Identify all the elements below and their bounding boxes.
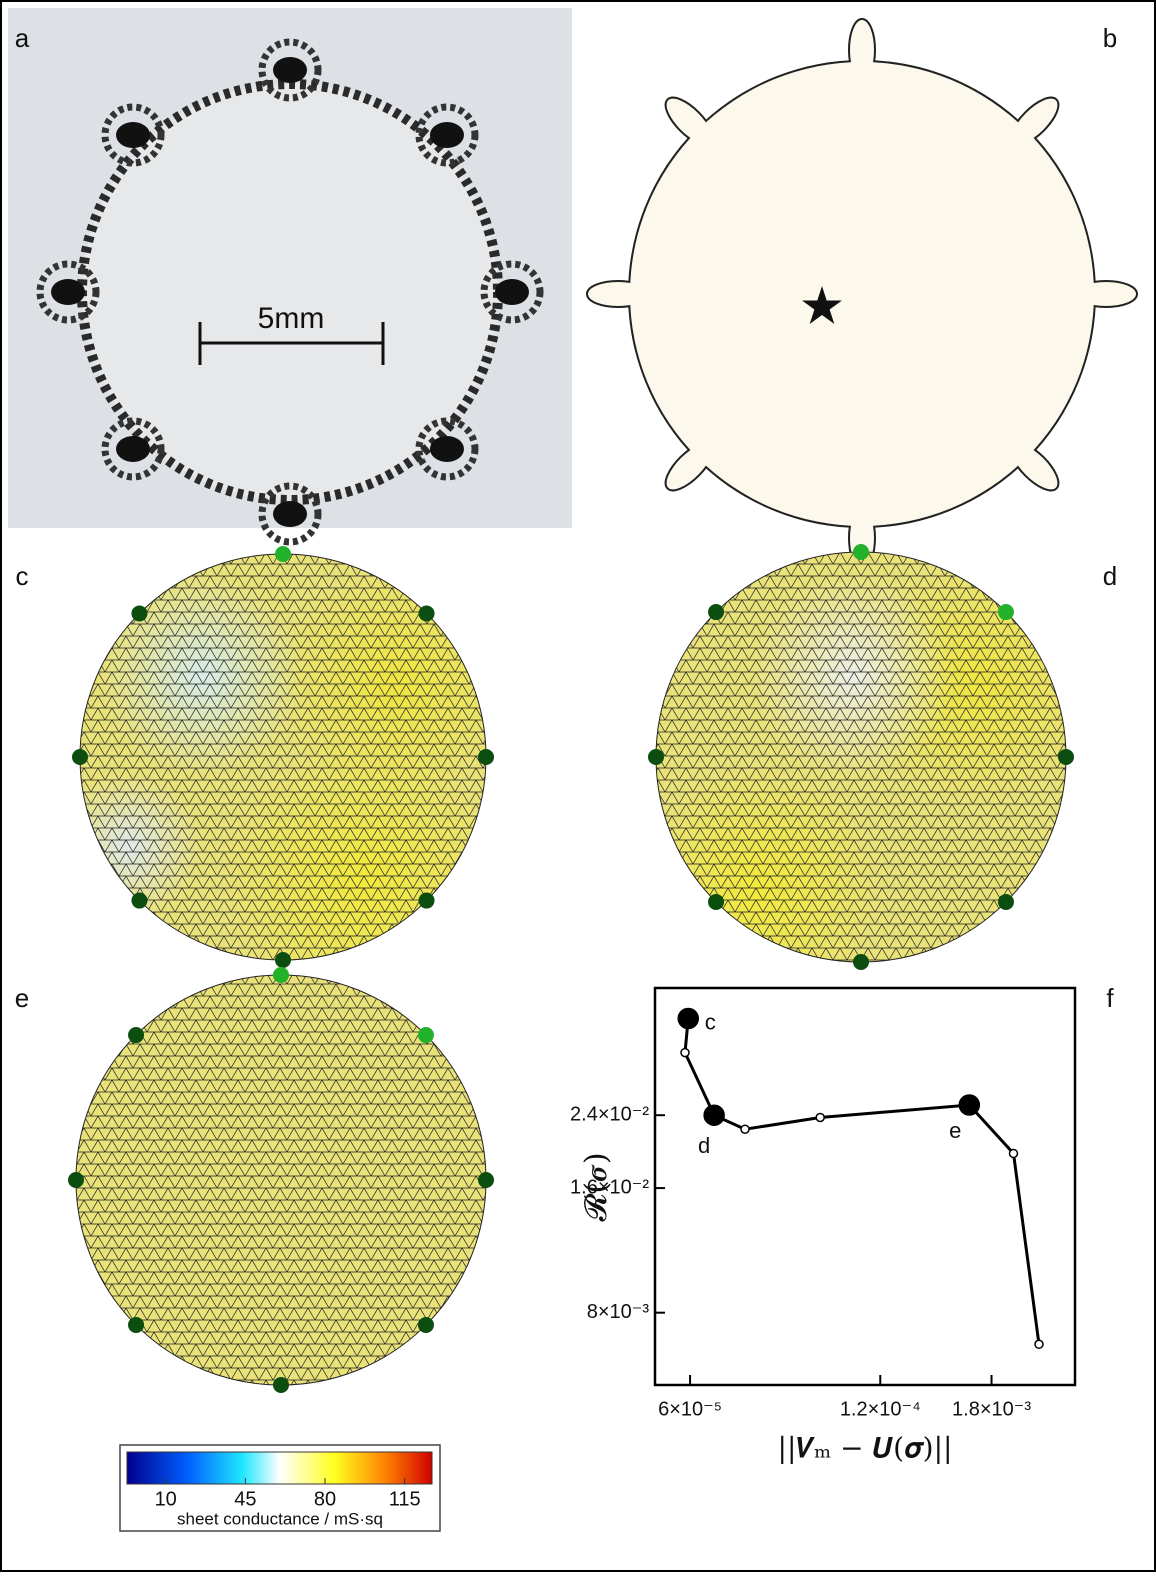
data-point <box>1008 1148 1019 1159</box>
colorbar-tick-label: 80 <box>314 1488 336 1510</box>
electrode <box>273 57 307 83</box>
y-tick-label: 8×10⁻³ <box>587 1301 650 1323</box>
electrode-loop <box>258 38 322 102</box>
panel-label: d <box>1103 561 1117 591</box>
panel-label: c <box>16 561 29 591</box>
disc <box>630 62 1094 526</box>
data-point <box>680 1047 690 1058</box>
data-point <box>815 1112 825 1123</box>
scale-bar: 5mm <box>198 302 385 365</box>
point-label: d <box>698 1133 710 1158</box>
electrode <box>418 605 435 622</box>
colorbar-tick-label: 45 <box>234 1488 256 1510</box>
point-label: e <box>949 1118 961 1143</box>
electrode <box>273 967 289 983</box>
panel-label: e <box>15 983 29 1013</box>
data-point <box>1034 1339 1044 1350</box>
electrode <box>417 1316 434 1333</box>
electrode <box>417 1027 434 1044</box>
electrode-loop <box>101 417 165 481</box>
electrode <box>708 893 725 910</box>
electrode <box>131 605 148 622</box>
electrode <box>429 122 464 149</box>
electrode <box>275 952 291 968</box>
x-axis-label: ||𝑽ₘ − 𝑼(𝝈)|| <box>778 1432 953 1465</box>
electrode <box>275 546 291 562</box>
plot-panel: 6×10⁻⁵ 1.2×10⁻⁴ 1.8×10⁻³ 8×10⁻³ 1.6×10⁻² 2.4×… <box>570 986 1077 1465</box>
electrode <box>68 1172 84 1188</box>
scale-bar-label: 5mm <box>258 302 325 335</box>
panel-label: f <box>1106 983 1114 1013</box>
data-point <box>703 1104 725 1126</box>
star <box>802 286 842 324</box>
mesh-panels <box>68 544 1074 1393</box>
electrode <box>1058 749 1074 765</box>
electrode-loop <box>415 103 479 167</box>
data-point <box>740 1124 750 1134</box>
electrode-loop <box>415 417 479 481</box>
electrode <box>418 892 435 909</box>
electrode <box>495 279 529 305</box>
electrode <box>131 892 148 909</box>
electrode <box>116 435 151 462</box>
panel-label: a <box>15 23 30 53</box>
photo-panel <box>8 8 572 546</box>
colorbar-tick-label: 115 <box>389 1488 421 1510</box>
x-tick-label: 6×10⁻⁵ <box>658 1398 722 1420</box>
electrode-loop <box>480 260 544 324</box>
plot-frame <box>653 986 1077 1387</box>
electrode <box>997 893 1014 910</box>
colorbar-label: sheet conductance / mS·sq <box>177 1509 383 1528</box>
series-line <box>683 1018 1041 1345</box>
electrode <box>478 1172 494 1188</box>
electrode-loop <box>36 260 100 324</box>
electrode <box>478 749 494 765</box>
electrode <box>853 544 869 560</box>
electrode <box>128 1316 145 1333</box>
data-point <box>677 1007 699 1030</box>
electrode <box>708 604 725 621</box>
y-axis-label: 𝓡(𝝈) <box>579 1152 614 1221</box>
colorbar-tick-label: 10 <box>155 1488 177 1510</box>
electrode <box>997 604 1014 621</box>
x-tick-label: 1.8×10⁻³ <box>952 1398 1031 1420</box>
electrode-loop <box>258 482 322 546</box>
device-outline <box>586 18 1138 570</box>
electrode <box>429 435 464 462</box>
electrode <box>853 954 869 970</box>
electrode <box>273 1377 289 1393</box>
panel-label: b <box>1103 23 1117 53</box>
x-tick-label: 1.2×10⁻⁴ <box>840 1398 921 1420</box>
y-tick-label: 1.6×10⁻² <box>570 1176 649 1198</box>
electrode <box>116 122 151 149</box>
data-point <box>958 1094 981 1116</box>
electrode <box>273 501 307 527</box>
colorbar: 10 45 80 115 sheet conductance / mS·sq <box>119 1444 441 1532</box>
electrode <box>51 279 85 305</box>
electrode-loop <box>101 103 165 167</box>
electrode <box>72 749 88 765</box>
y-tick-label: 2.4×10⁻² <box>570 1103 649 1125</box>
electrode <box>128 1027 145 1044</box>
electrode <box>648 749 664 765</box>
point-label: c <box>705 1009 716 1034</box>
